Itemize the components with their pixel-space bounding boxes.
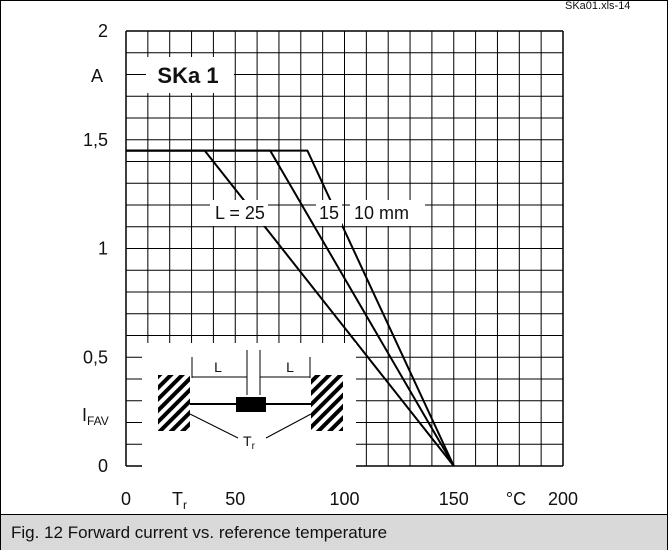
y-tick-label: 1 <box>98 239 108 259</box>
tr-pointer-right <box>265 413 312 439</box>
x-tick-label: 50 <box>225 489 245 509</box>
heatsink-left <box>158 375 190 431</box>
dimension-label-left: L <box>214 359 222 375</box>
series-label-bg-2 <box>316 200 342 226</box>
y-axis-symbol-sub: FAV <box>87 414 109 428</box>
y-tick-label: 0,5 <box>83 347 108 367</box>
caption-bar: Fig. 12 Forward current vs. reference te… <box>1 514 667 550</box>
chart-title: SKa 1 <box>157 63 218 88</box>
y-tick-label: 0 <box>98 456 108 476</box>
x-unit-label-bg <box>495 485 535 511</box>
y-unit-label: A <box>91 66 103 86</box>
dimension-label-right: L <box>286 359 294 375</box>
source-label: SKa01.xls-14 <box>565 0 631 12</box>
svg-text:Tr: Tr <box>172 489 187 512</box>
tr-pointer-left <box>189 413 239 439</box>
x-axis-symbol: Tr <box>160 483 198 513</box>
x-tick-label: 100 <box>329 489 359 509</box>
chart-svg: 0 50 100 150 200 0 0,5 1 1,5 2 SKa 1 A °C IFAV Tr… <box>76 21 579 513</box>
y-axis-symbol-bg <box>76 400 124 428</box>
series-label-3: 10 mm <box>354 203 409 223</box>
x-axis-symbol-main: T <box>172 489 183 509</box>
inset-temperature-sub: r <box>252 441 256 452</box>
y-tick-label: 1,5 <box>83 130 108 150</box>
x-tick-label: 150 <box>439 489 469 509</box>
x-unit-label: °C <box>506 489 526 509</box>
y-tick-label: 2 <box>98 21 108 41</box>
series-label-2: 15 <box>319 203 339 223</box>
series-labels: L = 25 15 10 mm <box>210 200 425 226</box>
series-label-bg-3 <box>350 200 425 226</box>
svg-text:IFAV: IFAV <box>82 405 109 428</box>
figure-caption: Fig. 12 Forward current vs. reference te… <box>11 523 388 542</box>
chart-title-group: SKa 1 <box>146 57 234 93</box>
x-tick-label: 0 <box>121 489 131 509</box>
series-layer <box>126 149 455 467</box>
x-tick-label: 200 <box>548 489 578 509</box>
y-axis-symbol-main: I <box>82 405 87 425</box>
mounting-inset: L L Tr <box>142 343 356 468</box>
series-label-1: L = 25 <box>215 203 265 223</box>
x-axis-symbol-bg <box>160 483 198 513</box>
series-label-bg-1 <box>210 200 268 226</box>
y-axis-symbol: IFAV <box>76 400 124 428</box>
diode-body <box>236 397 266 412</box>
inset-temperature-main: T <box>243 433 252 449</box>
x-axis-symbol-sub: r <box>183 498 187 512</box>
heatsink-right <box>311 375 343 431</box>
tick-layer: 0 50 100 150 200 0 0,5 1 1,5 2 <box>83 21 578 509</box>
chart-title-box <box>146 57 234 93</box>
svg-text:Tr: Tr <box>243 433 256 452</box>
series-line-3 <box>126 149 455 467</box>
